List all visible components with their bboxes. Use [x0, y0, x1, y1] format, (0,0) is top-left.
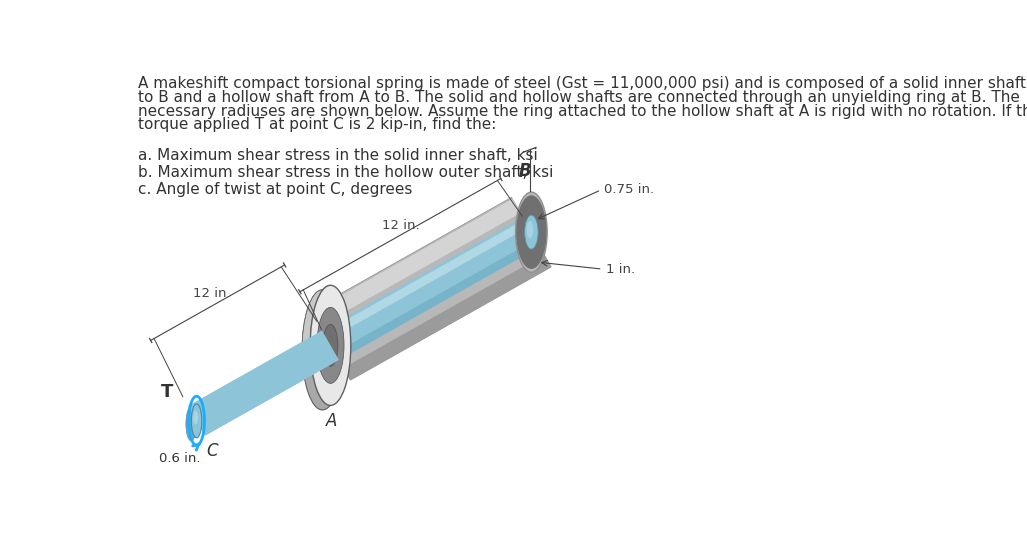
Ellipse shape	[317, 307, 344, 384]
Polygon shape	[188, 331, 339, 436]
Polygon shape	[302, 285, 331, 347]
Text: T: T	[161, 382, 174, 401]
Ellipse shape	[310, 285, 351, 405]
Ellipse shape	[186, 407, 196, 441]
Ellipse shape	[324, 325, 338, 366]
Polygon shape	[189, 220, 529, 416]
Ellipse shape	[516, 192, 547, 272]
Ellipse shape	[193, 411, 198, 424]
Text: 0.6 in.: 0.6 in.	[159, 452, 200, 465]
Polygon shape	[343, 255, 551, 380]
Polygon shape	[311, 199, 521, 326]
Ellipse shape	[527, 221, 533, 238]
Text: A makeshift compact torsional spring is made of steel (Gst = 11,000,000 psi) and: A makeshift compact torsional spring is …	[138, 76, 1027, 91]
Text: 12 in.: 12 in.	[382, 219, 419, 232]
Polygon shape	[188, 218, 540, 436]
Ellipse shape	[302, 290, 343, 410]
Text: 0.75 in.: 0.75 in.	[604, 183, 654, 196]
Text: a. Maximum shear stress in the solid inner shaft, ksi: a. Maximum shear stress in the solid inn…	[138, 148, 537, 163]
Ellipse shape	[191, 404, 202, 438]
Text: c. Angle of twist at point C, degrees: c. Angle of twist at point C, degrees	[138, 182, 412, 197]
Text: 1 in.: 1 in.	[606, 263, 635, 276]
Text: necessary radiuses are shown below. Assume the ring attached to the hollow shaft: necessary radiuses are shown below. Assu…	[138, 104, 1027, 119]
Text: A: A	[327, 412, 338, 430]
Ellipse shape	[517, 195, 546, 269]
Text: torque applied T at point C is 2 kip-in, find the:: torque applied T at point C is 2 kip-in,…	[138, 118, 496, 133]
Text: 12 in.: 12 in.	[193, 286, 230, 300]
Text: B: B	[519, 162, 532, 180]
Text: b. Maximum shear stress in the hollow outer shaft, ksi: b. Maximum shear stress in the hollow ou…	[138, 165, 554, 180]
Ellipse shape	[525, 215, 538, 249]
Polygon shape	[310, 198, 551, 380]
Polygon shape	[201, 240, 540, 436]
Text: to B and a hollow shaft from A to B. The solid and hollow shafts are connected t: to B and a hollow shaft from A to B. The…	[138, 90, 1020, 105]
Text: C: C	[206, 442, 218, 460]
